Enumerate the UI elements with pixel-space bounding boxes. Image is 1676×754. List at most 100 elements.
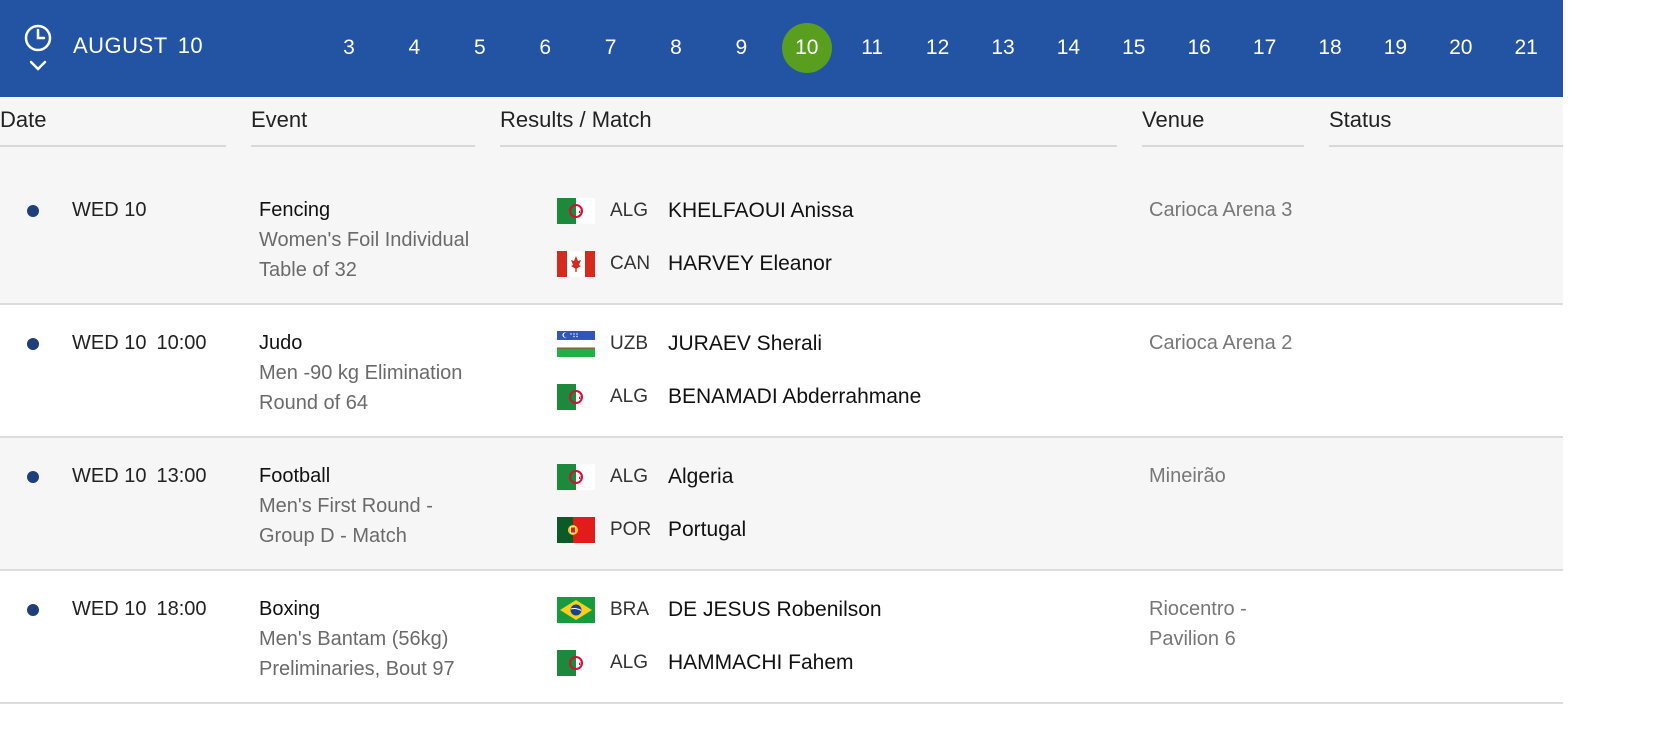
event-description: Women's Foil Individual Table of 32: [259, 225, 499, 285]
day-4[interactable]: 4: [408, 36, 421, 59]
competitor-name: Portugal: [668, 518, 747, 541]
uzb-flag-icon: [557, 331, 595, 357]
selected-day-label: 10: [177, 33, 204, 58]
event-description: Men -90 kg Elimination Round of 64: [259, 358, 499, 418]
alg-flag-icon: [557, 198, 595, 224]
day-17[interactable]: 17: [1252, 36, 1277, 59]
day-selector: 3 4 5 6 7 8 9 10 11 12 13 14 15 16 17 18 19 20 21: [0, 0, 1563, 97]
event-date: WED 10: [72, 598, 147, 620]
table-row[interactable]: WED 10 18:00 Boxing Men's Bantam (56kg) Prel…: [0, 571, 1563, 704]
venue: Carioca Arena 3: [1149, 195, 1309, 225]
por-flag-icon: [557, 517, 595, 543]
event-date: WED 10: [72, 332, 147, 354]
event-description-line: Table of 32: [259, 259, 357, 281]
day-5[interactable]: 5: [473, 36, 486, 59]
country-code: ALG: [610, 652, 649, 673]
event-datetime: WED 10 13:00: [72, 465, 207, 488]
competitor[interactable]: CAN HARVEY Eleanor: [557, 249, 832, 279]
event-datetime: WED 10: [72, 199, 146, 222]
day-16[interactable]: 16: [1187, 36, 1211, 59]
event-date: WED 10: [72, 465, 147, 487]
competitor[interactable]: UZB JURAEV Sherali: [557, 329, 822, 359]
day-10[interactable]: 10: [781, 23, 832, 73]
venue-line: Riocentro -: [1149, 598, 1247, 620]
day-13[interactable]: 13: [991, 36, 1015, 59]
venue-line: Mineirão: [1149, 465, 1226, 487]
day-21[interactable]: 21: [1514, 36, 1538, 59]
country-code: POR: [610, 519, 652, 540]
venue: Riocentro - Pavilion 6: [1149, 594, 1309, 654]
day-9[interactable]: 9: [735, 36, 748, 59]
event-sport[interactable]: Boxing: [259, 598, 321, 620]
competitor-name: HARVEY Eleanor: [668, 252, 832, 275]
event-description-line: Men's Bantam (56kg): [259, 628, 449, 650]
event-date: WED 10: [72, 199, 147, 221]
event-sport[interactable]: Football: [259, 465, 331, 487]
country-code: UZB: [610, 333, 648, 354]
competitor-name: BENAMADI Abderrahmane: [668, 385, 922, 408]
day-8[interactable]: 8: [670, 36, 682, 59]
event-description: Men's First Round - Group D - Match: [259, 491, 499, 551]
alg-flag-icon: [557, 464, 595, 490]
clock-icon: [24, 24, 52, 71]
status-dot: [27, 471, 39, 483]
status-dot: [27, 338, 39, 350]
alg-flag-icon: [557, 384, 595, 410]
competitor[interactable]: ALG BENAMADI Abderrahmane: [557, 382, 921, 412]
day-14[interactable]: 14: [1056, 36, 1081, 59]
table-row[interactable]: WED 10 13:00 Football Men's First Round - Gr…: [0, 438, 1563, 571]
event-description-line: Group D - Match: [259, 525, 407, 547]
event-description-line: Round of 64: [259, 392, 368, 414]
event-datetime: WED 10 18:00: [72, 598, 207, 621]
table-header: Date Event Results / Match Venue Status: [0, 97, 1563, 149]
clock-dropdown-button[interactable]: [22, 24, 56, 76]
competitor[interactable]: ALG Algeria: [557, 462, 733, 492]
column-header-event[interactable]: Event: [251, 107, 475, 147]
competitor[interactable]: ALG HAMMACHI Fahem: [557, 648, 854, 678]
competitor-name: Algeria: [668, 465, 734, 488]
can-flag-icon: [557, 251, 595, 277]
chevron-down-icon: [29, 60, 47, 71]
column-header-date[interactable]: Date: [0, 107, 226, 147]
day-6[interactable]: 6: [539, 36, 552, 59]
event-time: 18:00: [156, 598, 207, 620]
day-12[interactable]: 12: [925, 36, 950, 59]
event-datetime: WED 10 10:00: [72, 332, 207, 355]
competitor[interactable]: ALG KHELFAOUI Anissa: [557, 196, 854, 226]
country-code: ALG: [610, 466, 649, 487]
date-bar: AUGUST 10 3 4 5 6 7 8 9 10 11 12 13 14 15 16 17 18 19 20 21: [0, 0, 1563, 97]
event-description-line: Men's First Round -: [259, 495, 433, 517]
venue: Mineirão: [1149, 461, 1309, 491]
venue-line: Carioca Arena 3: [1149, 199, 1293, 221]
status-dot: [27, 604, 39, 616]
column-header-status[interactable]: Status: [1329, 107, 1563, 147]
event-sport[interactable]: Judo: [259, 332, 303, 354]
event-description-line: Women's Foil Individual: [259, 229, 470, 251]
table-row[interactable]: WED 10 Fencing Women's Foil Individual Tabl…: [0, 149, 1563, 305]
competitor-name: KHELFAOUI Anissa: [668, 199, 854, 222]
country-code: ALG: [610, 200, 649, 221]
competitor[interactable]: BRA DE JESUS Robenilson: [557, 595, 882, 625]
event-sport[interactable]: Fencing: [259, 199, 331, 221]
day-11[interactable]: 11: [861, 36, 884, 59]
column-header-results[interactable]: Results / Match: [500, 107, 1117, 147]
venue-line: Pavilion 6: [1149, 628, 1236, 650]
column-header-venue[interactable]: Venue: [1142, 107, 1304, 147]
event-description-line: Preliminaries, Bout 97: [259, 658, 455, 680]
day-7[interactable]: 7: [604, 36, 617, 59]
day-15[interactable]: 15: [1122, 36, 1146, 59]
day-18[interactable]: 18: [1318, 36, 1342, 59]
day-20[interactable]: 20: [1449, 36, 1473, 59]
event-time: 10:00: [156, 332, 207, 354]
country-code: CAN: [610, 253, 651, 274]
day-19[interactable]: 19: [1383, 36, 1408, 59]
country-code: ALG: [610, 386, 649, 407]
month-label: AUGUST: [73, 33, 168, 58]
event-time: 13:00: [156, 465, 207, 487]
competitor-name: HAMMACHI Fahem: [668, 651, 854, 674]
alg-flag-icon: [557, 650, 595, 676]
venue-line: Carioca Arena 2: [1149, 332, 1293, 354]
competitor[interactable]: POR Portugal: [557, 515, 746, 545]
day-3[interactable]: 3: [343, 36, 355, 59]
table-row[interactable]: WED 10 10:00 Judo Men -90 kg Elimination Rou…: [0, 305, 1563, 438]
